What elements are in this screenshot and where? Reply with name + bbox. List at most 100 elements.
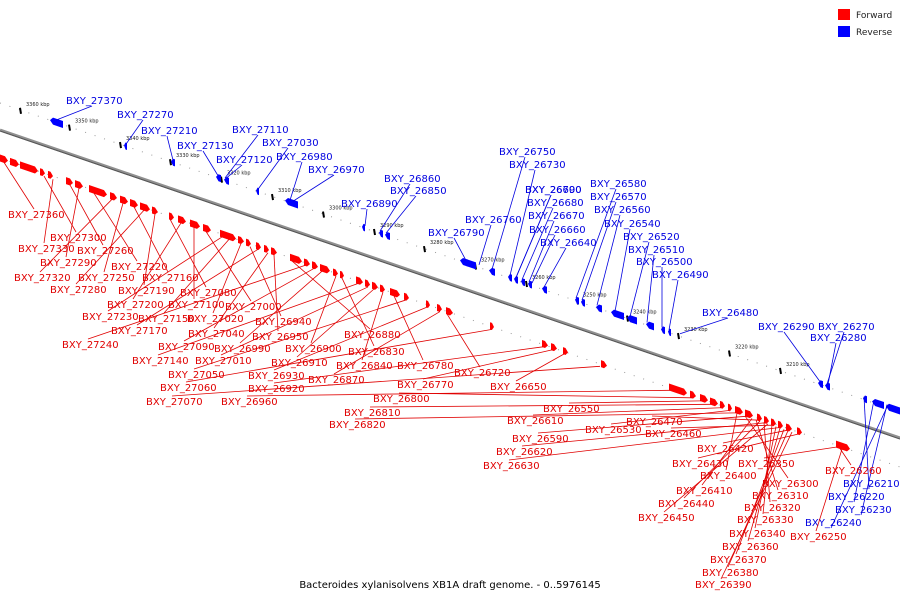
reverse-gene-label: BXY_26510: [628, 245, 685, 256]
reverse-gene-label: BXY_27210: [141, 126, 198, 137]
reverse-gene-track: [50, 117, 900, 415]
kbp-tick-label: 3220 kbp: [735, 344, 759, 350]
leader-line: [491, 156, 526, 270]
kbp-tick-label: 3350 kbp: [75, 119, 99, 125]
kbp-tick-mark: [525, 280, 528, 288]
forward-gene-arrow: [669, 383, 687, 396]
forward-gene-arrow: [771, 418, 776, 427]
reverse-gene-arrow: [124, 142, 127, 150]
forward-gene-label: BXY_27190: [118, 286, 175, 297]
kbp-tick-mark: [68, 124, 71, 131]
forward-gene-label: BXY_27290: [40, 258, 97, 269]
reverse-gene-arrow: [379, 229, 383, 238]
forward-gene-arrow: [757, 413, 762, 422]
leader-line: [171, 365, 601, 397]
reverse-gene-label: BXY_26580: [590, 179, 647, 190]
leader-line: [755, 419, 779, 491]
forward-gene-label: BXY_26340: [729, 529, 786, 540]
leader-line: [43, 175, 77, 233]
forward-gene-label: BXY_27260: [77, 246, 134, 257]
kbp-tick-mark: [626, 315, 629, 322]
forward-gene-arrow: [130, 198, 138, 208]
forward-gene-arrow: [110, 192, 117, 201]
forward-gene-arrow: [551, 343, 557, 352]
forward-gene-label: BXY_26300: [762, 479, 819, 490]
kbp-tick-mark: [779, 367, 782, 375]
reverse-gene-arrow: [886, 403, 900, 415]
reverse-gene-arrow: [508, 274, 512, 282]
forward-gene-label: BXY_26250: [790, 532, 847, 543]
reverse-gene-arrow: [50, 117, 63, 129]
leader-line: [839, 448, 852, 466]
reverse-gene-arrow: [489, 267, 495, 276]
forward-gene-label: BXY_26430: [672, 459, 729, 470]
forward-gene-arrow: [356, 276, 363, 285]
forward-gene-label: BXY_26350: [738, 459, 795, 470]
kbp-tick-label: 3250 kbp: [583, 292, 607, 298]
forward-gene-label: BXY_26550: [543, 404, 600, 415]
leader-line: [163, 239, 230, 314]
legend-reverse-label: Reverse: [856, 28, 893, 38]
reverse-gene-arrow: [224, 177, 229, 185]
leader-line: [136, 248, 259, 326]
leader-line: [446, 313, 481, 368]
forward-gene-label: BXY_26460: [645, 429, 702, 440]
forward-gene-arrow: [89, 184, 107, 198]
reverse-gene-label: BXY_26660: [529, 225, 586, 236]
kbp-tick-label: 3300 kbp: [329, 206, 353, 212]
reverse-gene-arrow: [460, 257, 476, 270]
forward-gene-label: BXY_26360: [722, 542, 779, 553]
leader-line: [537, 415, 747, 434]
leader-line: [701, 418, 753, 486]
reverse-gene-label: BXY_26480: [702, 308, 759, 319]
forward-gene-label: BXY_26420: [697, 444, 754, 455]
forward-gene-label: BXY_27070: [146, 397, 203, 408]
leader-line: [289, 161, 303, 201]
legend-forward-label: Forward: [856, 11, 892, 21]
forward-gene-arrow: [728, 403, 732, 412]
leader-line: [863, 396, 870, 490]
forward-gene-label: BXY_26650: [490, 382, 547, 393]
forward-gene-arrow: [238, 235, 244, 244]
kbp-tick-label: 3240 kbp: [633, 310, 657, 316]
reverse-gene-arrow: [661, 326, 665, 335]
forward-gene-arrow: [178, 215, 186, 225]
leader-line: [763, 422, 771, 503]
reverse-gene-arrow: [646, 321, 654, 331]
leader-line: [830, 404, 889, 529]
forward-gene-label: BXY_26590: [512, 434, 569, 445]
reverse-gene-arrow: [863, 395, 867, 404]
kbp-tick-label: 3230 kbp: [684, 327, 708, 333]
forward-gene-arrow: [66, 177, 73, 186]
leader-line: [65, 187, 80, 258]
forward-gene-arrow: [246, 238, 251, 247]
forward-gene-label: BXY_26310: [752, 491, 809, 502]
leader-line: [860, 404, 888, 516]
reverse-gene-label: BXY_26640: [540, 238, 597, 249]
reverse-gene-arrow: [256, 187, 259, 196]
leader-line: [292, 174, 335, 202]
forward-gene-label: BXY_27360: [8, 210, 65, 221]
leader-line: [273, 306, 428, 371]
forward-gene-arrow: [264, 244, 269, 253]
leader-line: [521, 207, 554, 280]
reverse-gene-label: BXY_26220: [828, 492, 885, 503]
forward-gene-arrow: [256, 242, 261, 250]
forward-gene-label: BXY_26930: [248, 371, 305, 382]
forward-gene-arrow: [320, 264, 330, 274]
forward-gene-label: BXY_26840: [336, 361, 393, 372]
forward-gene-label: BXY_27170: [111, 326, 168, 337]
leader-line: [629, 241, 650, 317]
forward-gene-label: BXY_27220: [111, 262, 168, 273]
reverse-gene-arrow: [872, 398, 884, 410]
leader-line: [815, 449, 843, 532]
legend: Forward Reverse: [838, 9, 893, 38]
forward-gene-arrow: [446, 307, 453, 316]
leader-line: [646, 254, 655, 323]
reverse-gene-label: BXY_26860: [384, 174, 441, 185]
reverse-gene-label: BXY_26700: [525, 185, 582, 196]
leader-line: [69, 184, 104, 246]
forward-gene-arrow: [40, 168, 45, 177]
reverse-gene-arrow: [385, 232, 390, 240]
forward-gene-label: BXY_27100: [168, 300, 225, 311]
